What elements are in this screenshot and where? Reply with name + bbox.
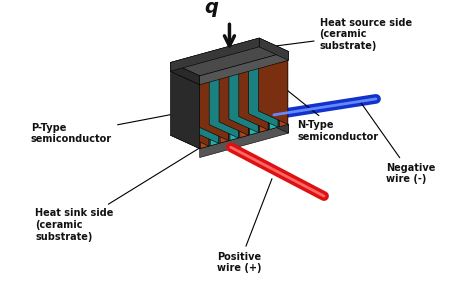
Polygon shape bbox=[279, 60, 288, 127]
Polygon shape bbox=[230, 74, 238, 140]
Text: Heat source side
(ceramic
substrate): Heat source side (ceramic substrate) bbox=[252, 18, 412, 51]
Polygon shape bbox=[250, 47, 288, 63]
Polygon shape bbox=[220, 77, 228, 143]
Polygon shape bbox=[191, 63, 228, 79]
Polygon shape bbox=[210, 58, 248, 74]
Polygon shape bbox=[240, 71, 248, 138]
Polygon shape bbox=[210, 79, 219, 146]
Text: N-Type
semiconductor: N-Type semiconductor bbox=[264, 72, 379, 142]
Polygon shape bbox=[219, 58, 248, 135]
Polygon shape bbox=[200, 63, 228, 141]
Polygon shape bbox=[258, 47, 288, 125]
Text: Negative
wire (-): Negative wire (-) bbox=[360, 101, 436, 184]
Polygon shape bbox=[229, 55, 258, 133]
Text: Positive
wire (+): Positive wire (+) bbox=[218, 179, 272, 273]
Polygon shape bbox=[171, 69, 209, 85]
Polygon shape bbox=[190, 66, 219, 143]
Polygon shape bbox=[260, 66, 268, 132]
Polygon shape bbox=[250, 68, 258, 135]
Polygon shape bbox=[239, 53, 268, 130]
Polygon shape bbox=[230, 53, 268, 68]
Polygon shape bbox=[201, 61, 238, 76]
Text: P-Type
semiconductor: P-Type semiconductor bbox=[31, 112, 185, 144]
Polygon shape bbox=[200, 124, 289, 158]
Polygon shape bbox=[249, 50, 278, 127]
Text: Heat sink side
(ceramic
substrate): Heat sink side (ceramic substrate) bbox=[36, 147, 201, 242]
Polygon shape bbox=[209, 61, 238, 138]
Polygon shape bbox=[269, 63, 278, 129]
Polygon shape bbox=[200, 51, 289, 85]
Polygon shape bbox=[220, 55, 258, 71]
Polygon shape bbox=[170, 62, 200, 85]
Polygon shape bbox=[181, 66, 219, 82]
Polygon shape bbox=[240, 50, 278, 66]
Polygon shape bbox=[170, 111, 289, 149]
Polygon shape bbox=[259, 38, 289, 60]
Polygon shape bbox=[259, 111, 289, 133]
Polygon shape bbox=[180, 69, 209, 146]
Polygon shape bbox=[170, 38, 289, 76]
Polygon shape bbox=[170, 71, 200, 149]
Polygon shape bbox=[201, 82, 209, 149]
Text: q: q bbox=[205, 0, 219, 17]
Polygon shape bbox=[170, 38, 259, 71]
